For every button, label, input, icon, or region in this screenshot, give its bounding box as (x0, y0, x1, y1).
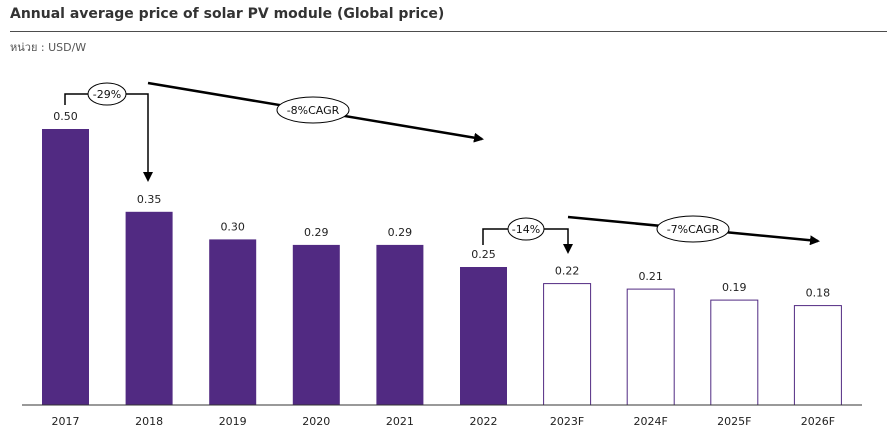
bar-2021 (376, 244, 424, 405)
value-label-2025F: 0.19 (722, 281, 747, 294)
cagr-label-forecast: -7%CAGR (667, 223, 720, 236)
annotations-group: -29% -8%CAGR -14% -7%CAGR (64, 81, 820, 254)
cagr-bubble-forecast (656, 215, 730, 243)
value-label-2023F: 0.22 (555, 265, 580, 278)
bar-2018 (125, 211, 173, 405)
category-label-2025F: 2025F (717, 415, 751, 428)
change-bubble-2017-2018 (87, 82, 127, 106)
cagr-bubble-actual (276, 96, 350, 124)
unit-label: หน่วย : USD/W (10, 41, 87, 54)
value-label-2017: 0.50 (53, 110, 78, 123)
value-label-2018: 0.35 (137, 193, 162, 206)
change-bubble-2022-2023 (507, 217, 545, 241)
bar-2017 (42, 129, 89, 405)
category-label-2018: 2018 (135, 415, 163, 428)
category-label-2019: 2019 (219, 415, 247, 428)
bar-2022 (460, 267, 507, 405)
category-label-2023F: 2023F (550, 415, 584, 428)
bar-2024F (626, 288, 675, 406)
value-label-2021: 0.29 (388, 226, 413, 239)
bar-2026F (793, 305, 842, 406)
chart-title: Annual average price of solar PV module … (10, 6, 445, 22)
bar-2025F (710, 299, 759, 406)
value-label-2020: 0.29 (304, 226, 329, 239)
bar-2020 (292, 244, 340, 405)
bar-2019 (209, 239, 257, 405)
category-label-2026F: 2026F (801, 415, 835, 428)
value-label-2024F: 0.21 (638, 270, 663, 283)
category-label-2017: 2017 (52, 415, 80, 428)
value-label-2026F: 0.18 (806, 287, 831, 300)
value-label-2019: 0.30 (220, 220, 245, 233)
category-label-2020: 2020 (302, 415, 330, 428)
title-divider (10, 31, 887, 32)
value-label-2022: 0.25 (471, 248, 496, 261)
category-label-2024F: 2024F (634, 415, 668, 428)
bars-group: 0.50 2017 0.35 2018 0.30 2019 0.29 2020 0.29 2021… (42, 110, 842, 428)
change-label-2017-2018: -29% (93, 88, 121, 101)
category-label-2022: 2022 (470, 415, 498, 428)
bar-2023F (543, 283, 592, 406)
cagr-label-actual: -8%CAGR (287, 104, 340, 117)
category-label-2021: 2021 (386, 415, 414, 428)
change-label-2022-2023: -14% (512, 223, 540, 236)
